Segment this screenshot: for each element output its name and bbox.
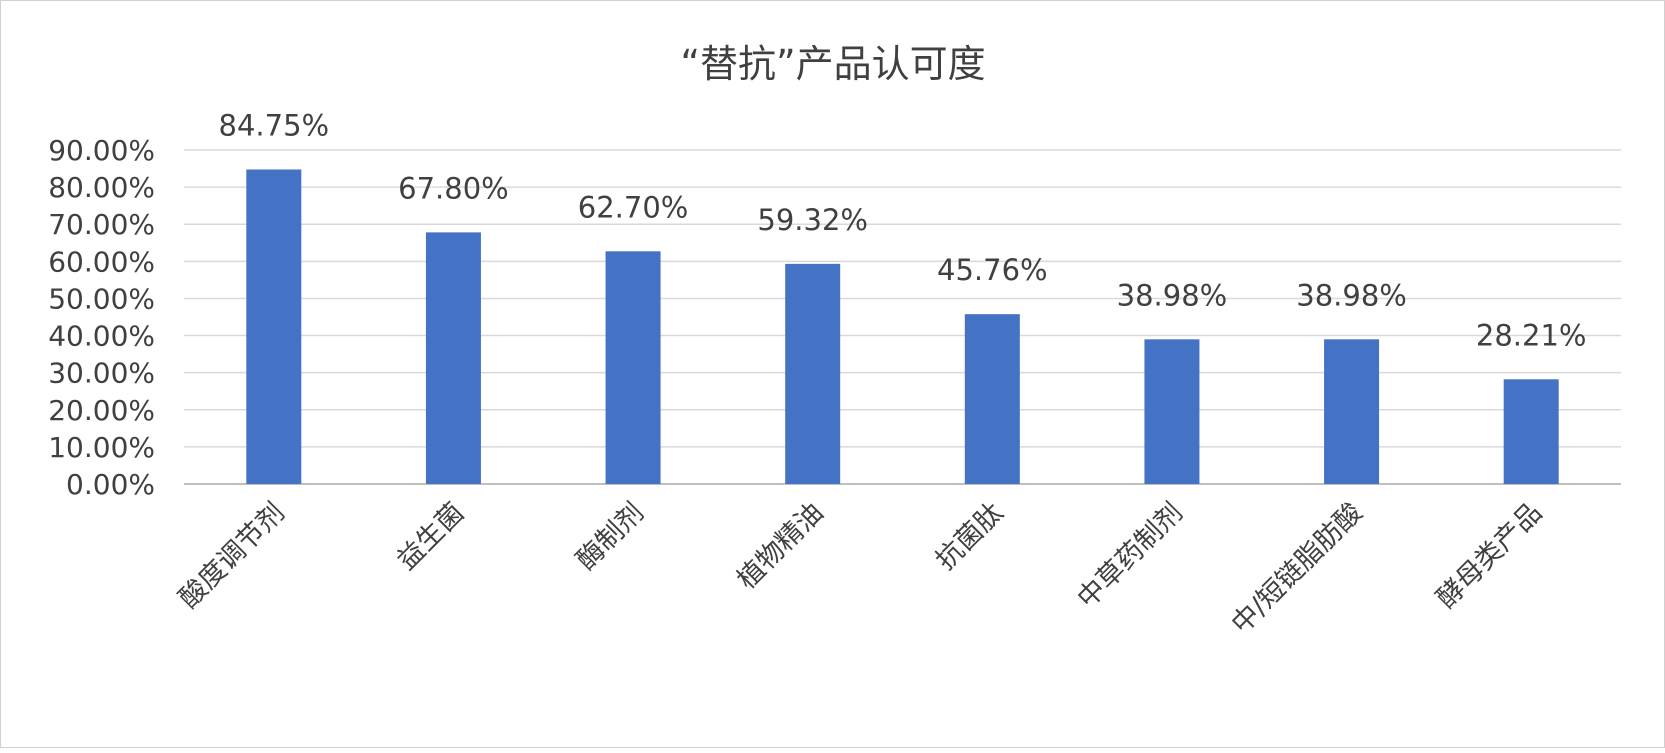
bar — [1503, 379, 1559, 484]
bar — [605, 251, 661, 484]
bar — [785, 263, 841, 484]
data-label: 59.32% — [757, 203, 868, 237]
data-label: 38.98% — [1296, 278, 1407, 312]
bar — [1144, 339, 1200, 484]
x-tick-label: 酸度调节剂 — [173, 497, 290, 614]
y-tick-label: 60.00% — [48, 245, 155, 278]
y-tick-label: 0.00% — [66, 468, 155, 501]
y-tick-label: 30.00% — [48, 357, 155, 390]
data-label: 45.76% — [937, 253, 1048, 287]
data-label: 84.75% — [219, 108, 330, 142]
chart-title: “替抗”产品认可度 — [680, 42, 985, 86]
y-tick-label: 90.00% — [48, 134, 155, 167]
data-label: 28.21% — [1476, 318, 1587, 352]
y-tick-label: 50.00% — [48, 282, 155, 315]
bar — [425, 232, 481, 484]
x-tick-label: 植物精油 — [731, 497, 829, 595]
x-tick-label: 中草药制剂 — [1072, 497, 1189, 614]
y-tick-label: 70.00% — [48, 208, 155, 241]
x-tick-label: 酵母类产品 — [1431, 497, 1548, 614]
bar — [1324, 339, 1380, 484]
y-tick-label: 20.00% — [48, 394, 155, 427]
bar — [964, 314, 1020, 484]
data-label: 67.80% — [398, 171, 509, 205]
x-tick-label: 酶制剂 — [571, 497, 650, 576]
y-tick-label: 40.00% — [48, 320, 155, 353]
x-tick-label: 益生菌 — [391, 497, 470, 576]
data-label: 62.70% — [578, 190, 689, 224]
bar — [246, 169, 302, 484]
y-tick-label: 80.00% — [48, 171, 155, 204]
data-label: 38.98% — [1117, 278, 1228, 312]
x-tick-label: 抗菌肽 — [930, 497, 1009, 576]
y-tick-label: 10.00% — [48, 431, 155, 464]
x-tick-label: 中/短链脂肪酸 — [1226, 497, 1369, 640]
